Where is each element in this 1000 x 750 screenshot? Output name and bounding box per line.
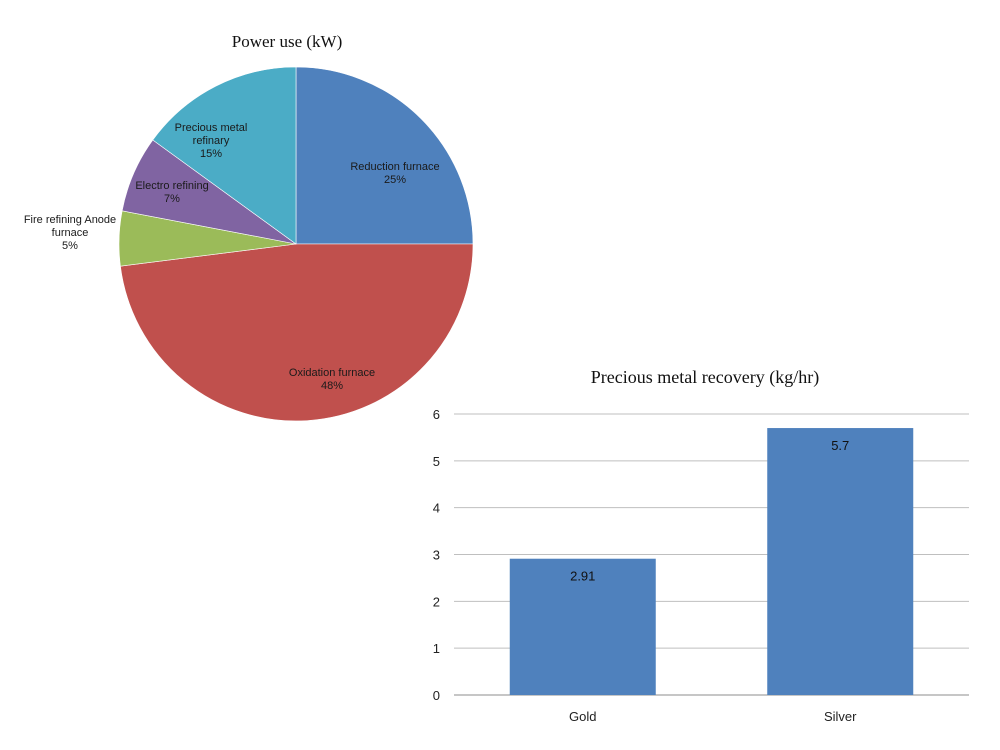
data-label-gold: 2.91 bbox=[570, 569, 595, 584]
y-tick-label: 3 bbox=[433, 548, 440, 563]
pie-label-precious-metal: Precious metal refinary 15% bbox=[175, 122, 248, 160]
y-tick-label: 4 bbox=[433, 501, 440, 516]
y-tick-label: 1 bbox=[433, 641, 440, 656]
pie-label-electro-refining: Electro refining 7% bbox=[135, 180, 208, 205]
bar-silver bbox=[767, 428, 914, 695]
x-tick-label-silver: Silver bbox=[824, 709, 857, 724]
pie-label-oxidation-furnace: Oxidation furnace 48% bbox=[289, 367, 375, 392]
y-tick-label: 0 bbox=[433, 688, 440, 703]
pie-slice-precious-metal bbox=[152, 66, 297, 245]
pie-chart: Reduction furnace 25% Oxidation furnace 48%… bbox=[24, 66, 474, 422]
x-tick-label-gold: Gold bbox=[569, 709, 596, 724]
bar-chart: 0 1 2 3 4 5 6 2.91 Gold 5.7 Silver bbox=[433, 407, 969, 724]
bar-gold bbox=[509, 558, 656, 695]
pie-label-reduction-furnace: Reduction furnace 25% bbox=[350, 161, 439, 186]
pie-slice-oxidation-furnace bbox=[120, 243, 474, 422]
data-label-silver: 5.7 bbox=[831, 438, 849, 453]
y-tick-label: 6 bbox=[433, 407, 440, 422]
bar-title: Precious metal recovery (kg/hr) bbox=[591, 367, 819, 388]
y-tick-label: 2 bbox=[433, 594, 440, 609]
pie-label-fire-refining-anode: Fire refining Anode furnace 5% bbox=[24, 214, 116, 252]
pie-slice-reduction-furnace bbox=[295, 66, 474, 245]
pie-title: Power use (kW) bbox=[232, 32, 342, 51]
y-tick-label: 5 bbox=[433, 454, 440, 469]
